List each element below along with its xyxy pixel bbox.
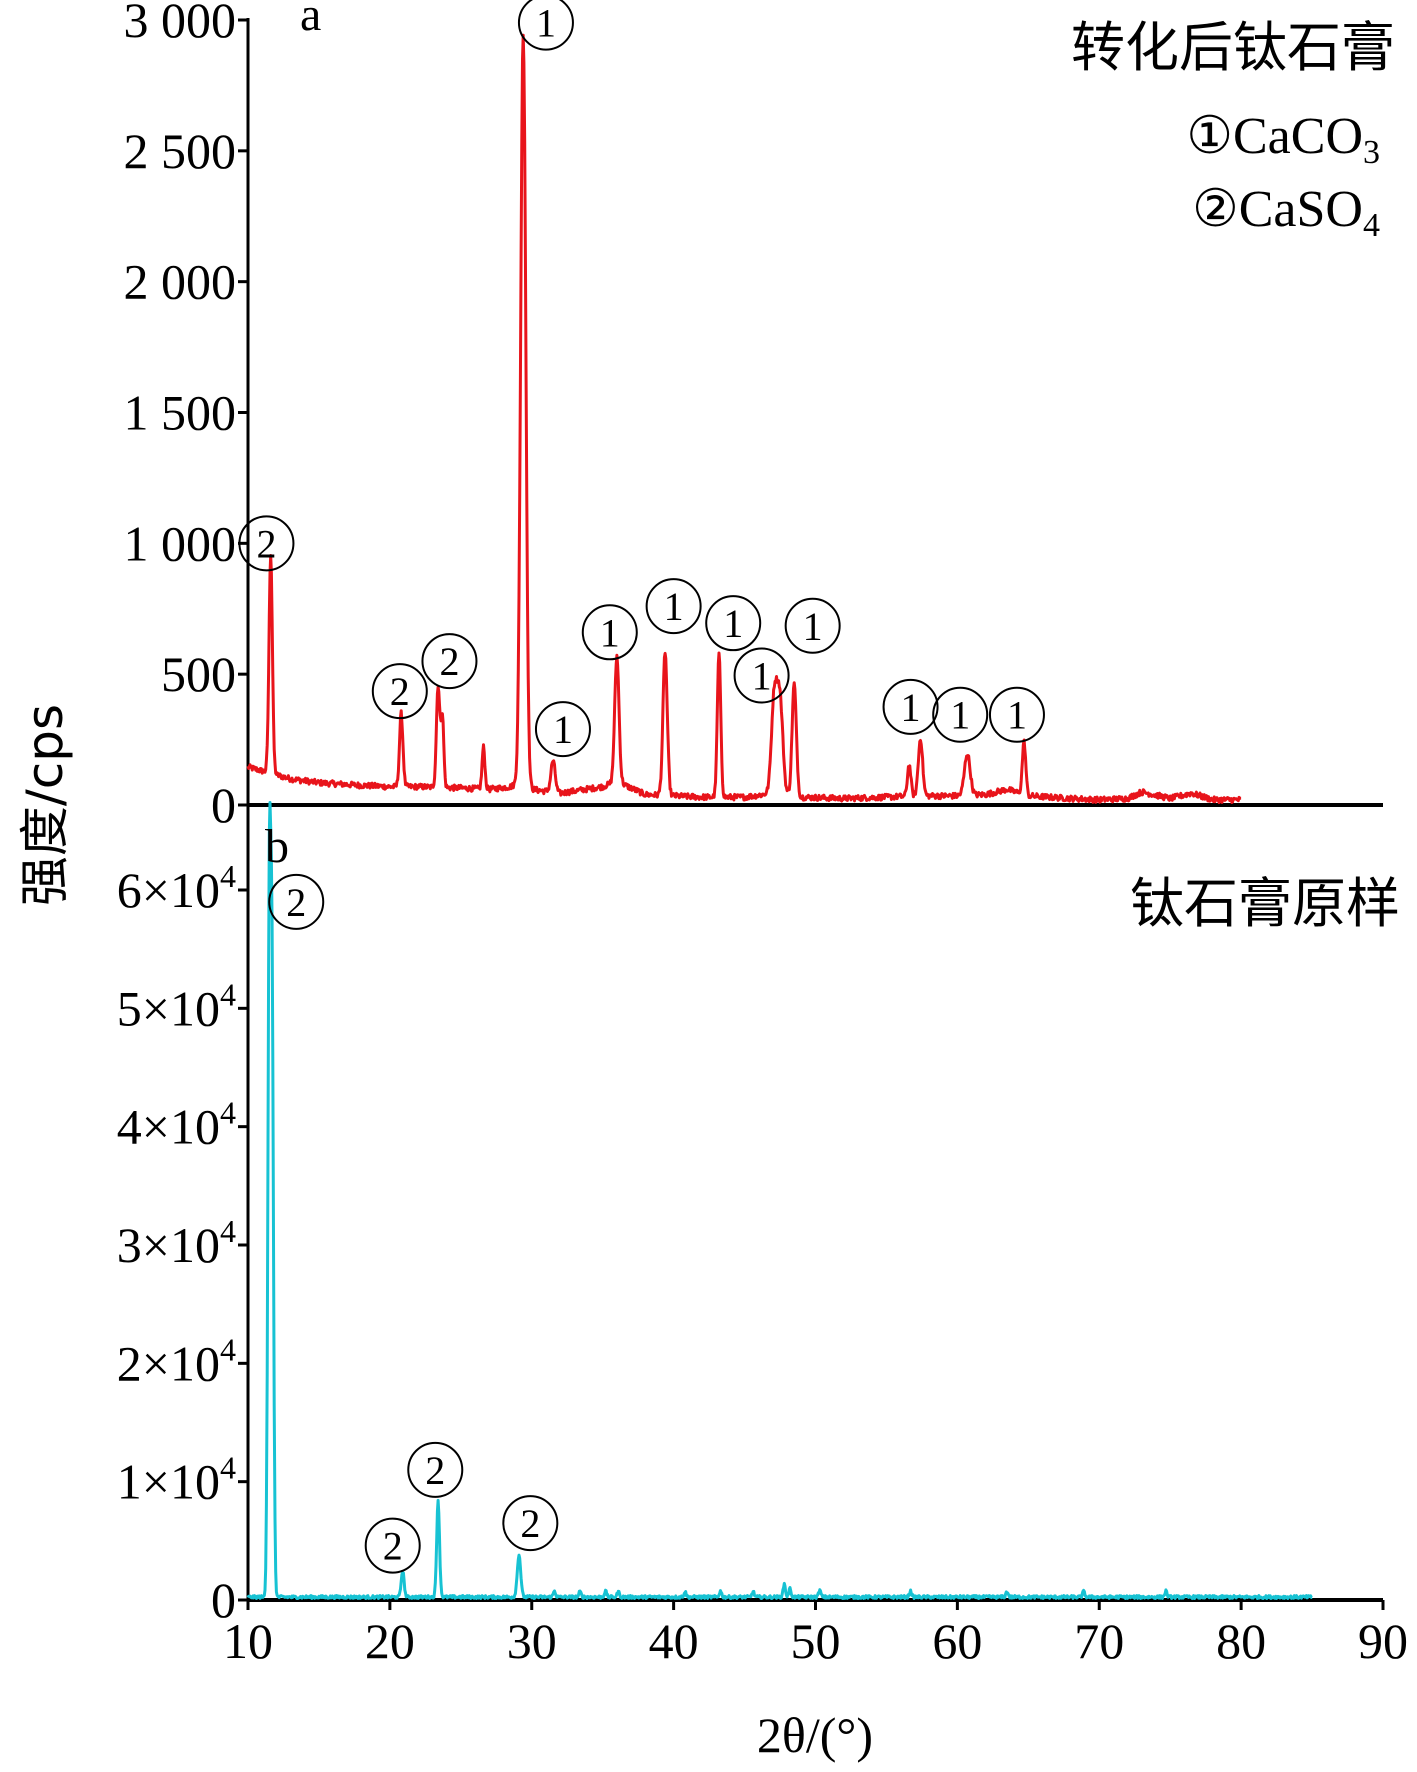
legend-subscript: 3 (1363, 134, 1380, 171)
peak-marker-label: 1 (600, 610, 620, 655)
y-tick-label-b: 2×104 (117, 1331, 236, 1391)
y-tick-label-b: 0 (211, 1572, 236, 1628)
peak-marker-label: 2 (425, 1448, 445, 1493)
peak-marker-circle (238, 515, 295, 572)
y-tick-exponent: 4 (220, 1095, 236, 1131)
y-tick-label-b: 5×104 (117, 976, 236, 1036)
y-tick-exponent: 4 (220, 976, 236, 1012)
y-tick-label-b: 3×104 (117, 1213, 236, 1273)
peak-marker-circle (733, 647, 790, 704)
y-tick-exponent: 4 (220, 858, 236, 894)
peak-marker-circle (882, 678, 939, 735)
y-tick-label-a: 0 (211, 777, 236, 833)
y-tick-mantissa: 3×10 (117, 1217, 220, 1273)
panel-title-a: 转化后钛石膏 (1071, 16, 1395, 79)
y-tick-mantissa: 6×10 (117, 862, 220, 918)
y-tick-label-b: 4×104 (117, 1095, 236, 1155)
panel-title-b: 钛石膏原样 (1130, 872, 1400, 935)
peak-marker-label: 1 (1007, 693, 1027, 738)
y-tick-label-a: 1 000 (124, 515, 237, 571)
y-tick-mantissa: 2×10 (117, 1335, 220, 1391)
peak-marker-circle (705, 595, 762, 652)
peak-marker-circle (502, 1495, 559, 1552)
data-layer (246, 33, 1313, 1600)
y-axis-label: 强度/cps (16, 704, 74, 906)
y-tick-exponent: 4 (220, 1213, 236, 1249)
x-tick-label: 60 (932, 1613, 982, 1669)
y-tick-exponent: 4 (220, 1331, 236, 1367)
y-tick-mantissa: 0 (211, 1572, 236, 1628)
peak-marker-circle (371, 663, 428, 720)
peak-marker-label: 2 (520, 1501, 540, 1546)
y-tick-exponent: 4 (220, 1450, 236, 1486)
peak-marker-circle (581, 604, 638, 661)
peak-marker-label: 1 (752, 653, 772, 698)
peak-marker-circle (645, 578, 702, 635)
y-tick-label-a: 2 000 (124, 254, 237, 310)
peak-marker-label: 1 (950, 693, 970, 738)
peak-marker-circle (364, 1517, 421, 1574)
y-tick-label-a: 1 500 (124, 385, 237, 441)
panel-label-b: b (265, 820, 289, 873)
y-tick-label-b: 6×104 (117, 858, 236, 918)
peak-marker-label: 2 (256, 521, 276, 566)
x-tick-label: 50 (791, 1613, 841, 1669)
series-line-a (246, 33, 1242, 805)
x-axis-label: 2θ/(°) (757, 1707, 873, 1763)
legend-formula: CaSO (1239, 181, 1363, 238)
peak-marker-circle (268, 873, 325, 930)
legend-entry: ①CaCO3 (1186, 108, 1380, 171)
peak-marker-circle (932, 686, 989, 743)
peak-marker-label: 2 (390, 669, 410, 714)
peak-marker-circle (784, 597, 841, 654)
y-tick-label-a: 500 (161, 646, 236, 702)
peak-marker-label: 2 (439, 639, 459, 684)
peak-marker-label: 1 (723, 601, 743, 646)
legend-symbol: ② (1192, 181, 1239, 238)
x-tick-label: 10 (223, 1613, 273, 1669)
panel-label-a: a (300, 0, 321, 41)
y-tick-label-a: 3 000 (124, 0, 237, 48)
legend-entry: ②CaSO4 (1192, 181, 1380, 244)
y-tick-label-a: 2 500 (124, 123, 237, 179)
x-tick-label: 70 (1074, 1613, 1124, 1669)
peak-marker-label: 1 (536, 1, 556, 46)
x-tick-label: 90 (1358, 1613, 1408, 1669)
x-tick-label: 30 (507, 1613, 557, 1669)
peak-marker-label: 2 (286, 880, 306, 925)
legend-symbol: ① (1186, 108, 1233, 165)
peak-marker-circle (988, 686, 1045, 743)
peak-marker-label: 1 (553, 707, 573, 752)
peak-marker-label: 2 (383, 1524, 403, 1569)
peak-marker-circle (534, 701, 591, 758)
legend-subscript: 4 (1363, 207, 1380, 244)
y-tick-mantissa: 4×10 (117, 1099, 220, 1155)
peak-marker-label: 1 (664, 584, 684, 629)
axes-layer (238, 18, 1385, 1610)
x-tick-label: 80 (1216, 1613, 1266, 1669)
x-tick-label: 20 (365, 1613, 415, 1669)
legend-formula: CaCO (1233, 108, 1363, 165)
x-tick-label: 40 (649, 1613, 699, 1669)
y-tick-mantissa: 5×10 (117, 980, 220, 1036)
y-tick-label-b: 1×104 (117, 1450, 236, 1510)
peak-marker-circle (407, 1441, 464, 1498)
peak-marker-label: 1 (803, 604, 823, 649)
y-tick-mantissa: 1×10 (117, 1454, 220, 1510)
peak-marker-circle (421, 633, 478, 690)
peak-marker-circle (517, 0, 574, 51)
peak-marker-label: 1 (901, 685, 921, 730)
series-line-b (246, 801, 1313, 1600)
